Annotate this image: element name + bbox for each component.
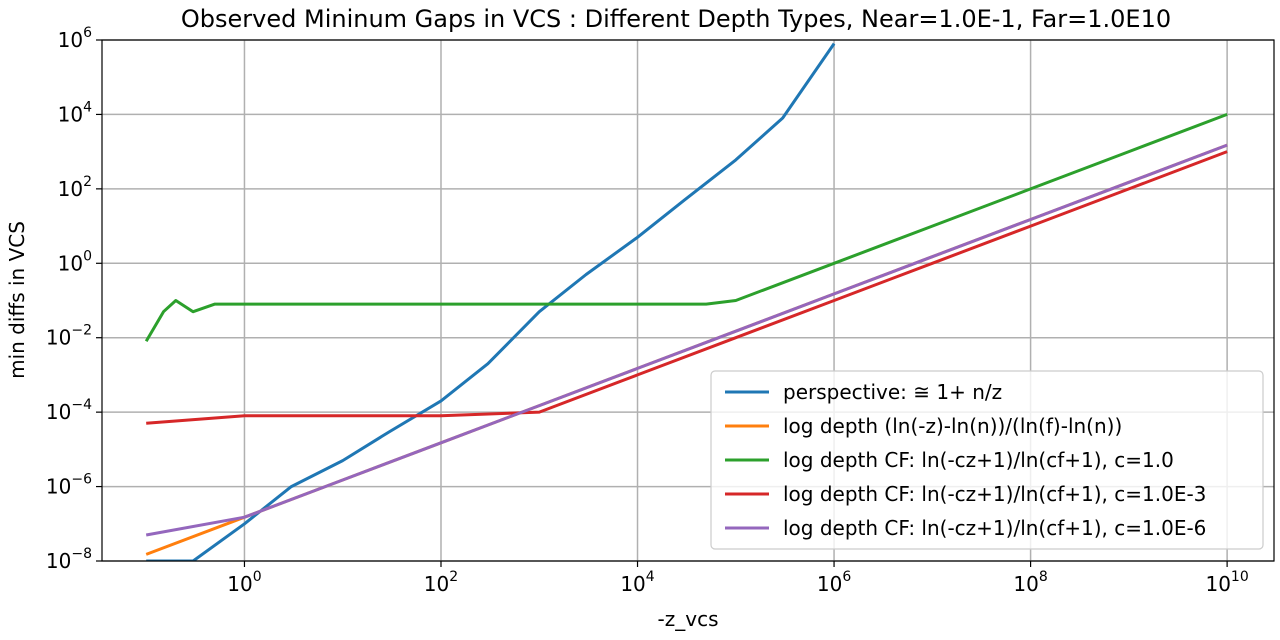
chart-title: Observed Mininum Gaps in VCS : Different… xyxy=(181,5,1171,33)
x-tick-label: 108 xyxy=(1013,569,1047,596)
y-axis-title: min diffs in VCS xyxy=(5,221,29,379)
y-tick-label-base: 10 xyxy=(46,326,71,350)
y-tick-label: 10−4 xyxy=(46,397,92,424)
y-tick-label-base: 10 xyxy=(58,28,83,52)
y-tick-label-exponent: 6 xyxy=(83,25,92,41)
x-tick-label-base: 10 xyxy=(620,572,645,596)
x-tick-label: 100 xyxy=(227,569,261,596)
x-tick-label-base: 10 xyxy=(1013,572,1038,596)
y-tick-label: 100 xyxy=(58,248,92,275)
x-tick-label: 102 xyxy=(424,569,458,596)
y-tick-label-base: 10 xyxy=(46,400,71,424)
y-tick-label-base: 10 xyxy=(58,102,83,126)
legend-label: perspective: ≅ 1+ n/z xyxy=(783,380,1002,404)
x-tick-label-exponent: 6 xyxy=(842,569,851,585)
y-tick-label-base: 10 xyxy=(46,549,71,573)
x-tick-label-exponent: 8 xyxy=(1039,569,1048,585)
y-tick-label: 102 xyxy=(58,174,92,201)
x-tick-label-exponent: 10 xyxy=(1231,569,1249,585)
y-tick-label: 104 xyxy=(58,99,92,126)
x-tick-label: 104 xyxy=(620,569,654,596)
y-tick-label: 10−6 xyxy=(46,472,92,499)
y-tick-label-base: 10 xyxy=(46,475,71,499)
plot-frame xyxy=(101,39,1275,562)
series-line-3 xyxy=(144,112,1228,343)
y-tick-label-exponent: −6 xyxy=(71,472,92,488)
y-tick-label: 10−8 xyxy=(46,546,92,573)
x-axis: 100 102 104 106 108 1010 xyxy=(227,561,1249,596)
legend-box xyxy=(710,370,1264,550)
series-line-4 xyxy=(146,150,1228,425)
x-tick-label: 106 xyxy=(817,569,851,596)
x-tick-label-base: 10 xyxy=(227,572,252,596)
x-tick-label-exponent: 0 xyxy=(253,569,262,585)
y-tick-label-base: 10 xyxy=(58,177,83,201)
y-tick-label-exponent: 4 xyxy=(83,99,92,115)
y-tick-label-exponent: 0 xyxy=(83,248,92,264)
legend-label: log depth CF: ln(-cz+1)/ln(cf+1), c=1.0E… xyxy=(783,516,1206,540)
y-tick-label-exponent: 2 xyxy=(83,174,92,190)
legend-label: log depth (ln(-z)-ln(n))/(ln(f)-ln(n)) xyxy=(783,414,1122,438)
x-tick-label: 1010 xyxy=(1205,569,1248,596)
series-line-5 xyxy=(145,143,1228,537)
x-tick-label-base: 10 xyxy=(817,572,842,596)
legend-label: log depth CF: ln(-cz+1)/ln(cf+1), c=1.0E… xyxy=(783,482,1206,506)
legend-label: log depth CF: ln(-cz+1)/ln(cf+1), c=1.0 xyxy=(783,448,1174,472)
x-tick-label-base: 10 xyxy=(1205,572,1230,596)
x-tick-label-exponent: 2 xyxy=(449,569,458,585)
legend: perspective: ≅ 1+ n/z log depth (ln(-z)-l… xyxy=(710,370,1264,550)
plot-lines xyxy=(144,42,1228,561)
y-tick-label: 10−2 xyxy=(46,323,92,350)
y-tick-label-exponent: −4 xyxy=(71,397,92,413)
y-tick-label-exponent: −2 xyxy=(71,323,92,339)
y-tick-label: 106 xyxy=(58,25,92,52)
x-tick-label-exponent: 4 xyxy=(646,569,655,585)
x-tick-label-base: 10 xyxy=(424,572,449,596)
y-tick-label-exponent: −8 xyxy=(71,546,92,562)
y-tick-label-base: 10 xyxy=(58,251,83,275)
x-axis-title: -z_vcs xyxy=(658,607,719,631)
